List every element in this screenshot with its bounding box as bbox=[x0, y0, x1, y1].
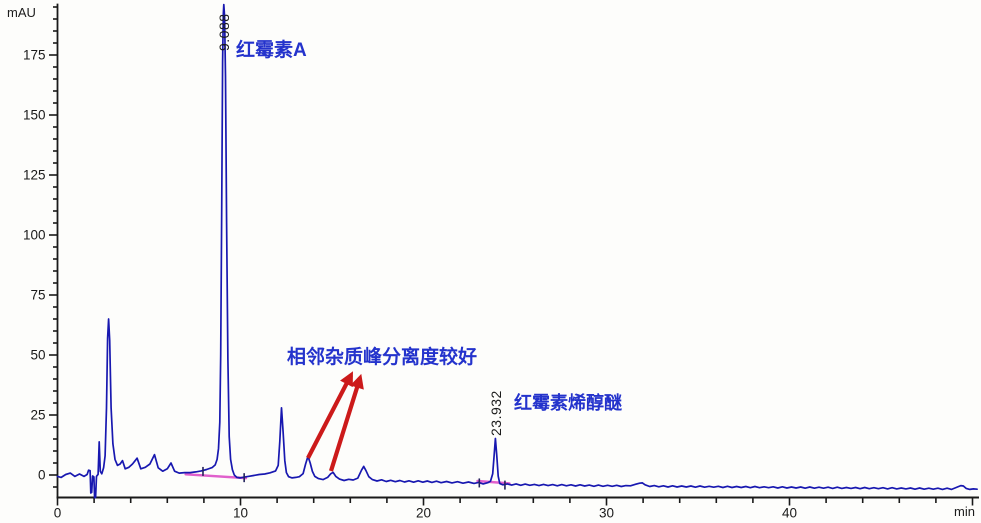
x-tick-label: 20 bbox=[416, 506, 431, 521]
y-tick-label: 75 bbox=[30, 288, 45, 303]
x-tick-label: 0 bbox=[54, 506, 62, 521]
y-axis-unit-label: mAU bbox=[7, 5, 36, 20]
peak-annotation-erythromycin-a: 红霉素A bbox=[236, 40, 307, 61]
y-tick-label: 0 bbox=[38, 468, 46, 483]
y-tick-label: 150 bbox=[23, 108, 46, 123]
x-tick-label: 40 bbox=[782, 506, 797, 521]
annotation-arrow bbox=[306, 371, 353, 459]
x-axis-unit-label: min bbox=[954, 504, 975, 519]
y-tick-label: 100 bbox=[23, 228, 46, 243]
peak-annotation-enol-ether: 红霉素烯醇醚 bbox=[514, 393, 622, 413]
separation-quality-annotation: 相邻杂质峰分离度较好 bbox=[287, 347, 478, 368]
x-tick-label: 10 bbox=[233, 506, 248, 521]
annotation-arrow bbox=[328, 373, 364, 472]
y-tick-label: 50 bbox=[30, 348, 45, 363]
y-tick-label: 175 bbox=[23, 48, 46, 63]
y-tick-label: 25 bbox=[30, 408, 45, 423]
chromatogram-trace bbox=[56, 3, 978, 499]
y-tick-label: 125 bbox=[23, 168, 46, 183]
retention-time-label-enol-ether: 23.932 bbox=[488, 390, 504, 436]
retention-time-label-erythromycin-a: 9.088 bbox=[216, 13, 232, 51]
x-tick-label: 30 bbox=[599, 506, 614, 521]
